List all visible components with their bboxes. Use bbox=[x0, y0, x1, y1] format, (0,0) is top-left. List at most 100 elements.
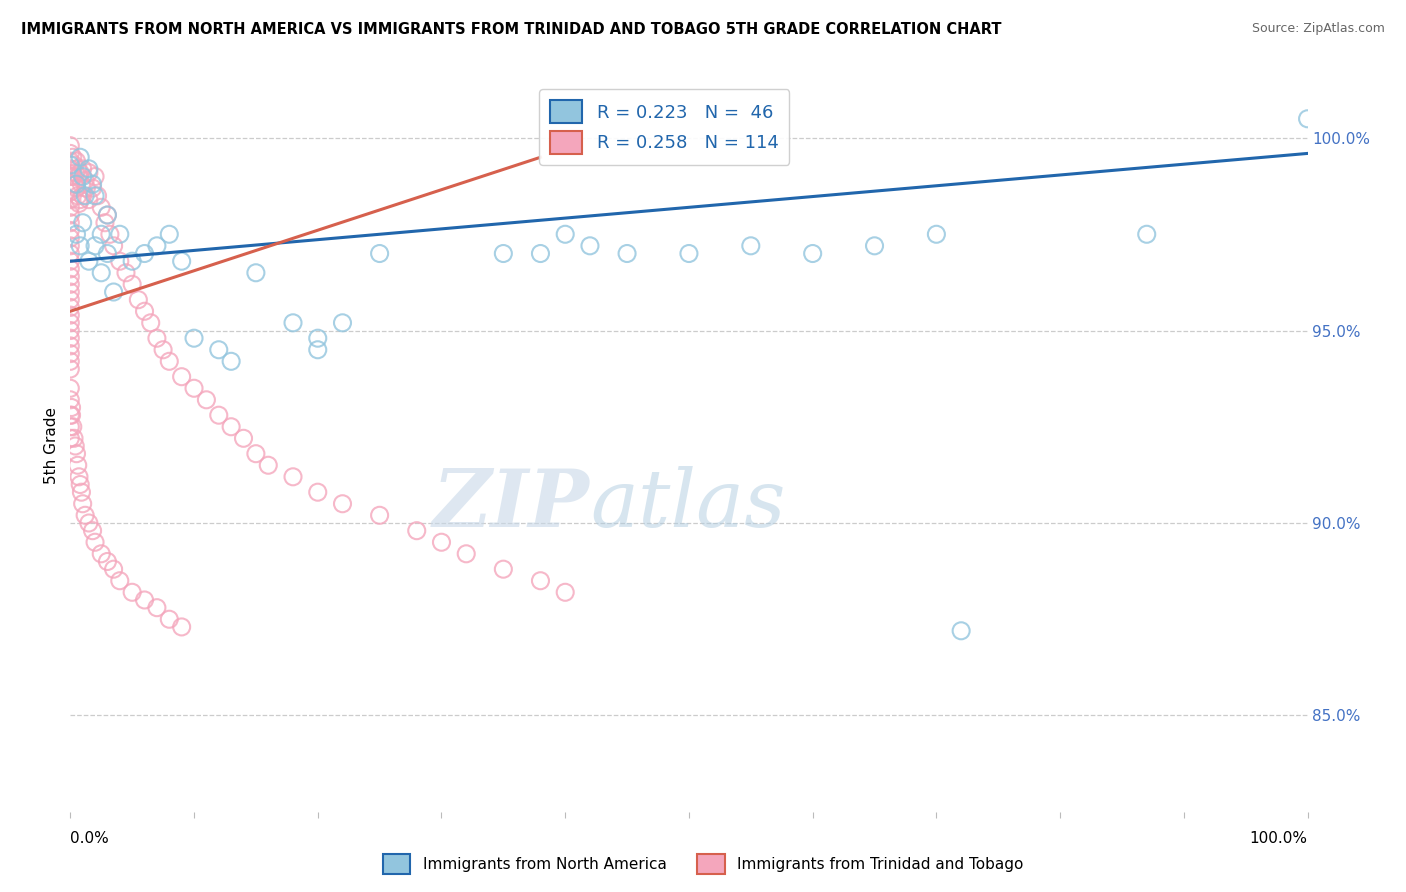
Point bbox=[59, 316, 82, 330]
Point bbox=[579, 239, 602, 253]
Point bbox=[84, 169, 107, 184]
Point bbox=[65, 227, 87, 242]
Point bbox=[77, 161, 100, 176]
Point bbox=[65, 154, 87, 169]
Point bbox=[146, 331, 169, 345]
Text: IMMIGRANTS FROM NORTH AMERICA VS IMMIGRANTS FROM TRINIDAD AND TOBAGO 5TH GRADE C: IMMIGRANTS FROM NORTH AMERICA VS IMMIGRA… bbox=[21, 22, 1001, 37]
Point bbox=[170, 620, 193, 634]
Point bbox=[157, 612, 180, 626]
Point bbox=[121, 254, 143, 268]
Point bbox=[90, 227, 112, 242]
Point bbox=[332, 316, 354, 330]
Point bbox=[59, 301, 82, 315]
Point bbox=[616, 246, 638, 260]
Point bbox=[59, 419, 82, 434]
Point bbox=[59, 254, 82, 268]
Point bbox=[139, 316, 162, 330]
Point bbox=[62, 169, 84, 184]
Point bbox=[59, 354, 82, 368]
Point bbox=[1296, 112, 1319, 126]
Point bbox=[59, 293, 82, 307]
Point bbox=[108, 574, 131, 588]
Point bbox=[65, 447, 87, 461]
Legend: Immigrants from North America, Immigrants from Trinidad and Tobago: Immigrants from North America, Immigrant… bbox=[377, 848, 1029, 880]
Point bbox=[59, 223, 82, 237]
Point bbox=[59, 158, 82, 172]
Point bbox=[77, 516, 100, 530]
Point bbox=[77, 193, 100, 207]
Text: Source: ZipAtlas.com: Source: ZipAtlas.com bbox=[1251, 22, 1385, 36]
Point bbox=[332, 497, 354, 511]
Point bbox=[59, 246, 82, 260]
Point bbox=[82, 524, 104, 538]
Point bbox=[96, 208, 118, 222]
Point bbox=[59, 308, 82, 322]
Point bbox=[134, 246, 156, 260]
Point bbox=[70, 178, 93, 192]
Point bbox=[59, 193, 82, 207]
Point bbox=[950, 624, 973, 638]
Text: atlas: atlas bbox=[591, 466, 786, 543]
Point bbox=[82, 181, 104, 195]
Point bbox=[67, 470, 90, 484]
Point bbox=[90, 547, 112, 561]
Point bbox=[59, 154, 82, 169]
Point bbox=[152, 343, 174, 357]
Point bbox=[90, 266, 112, 280]
Point bbox=[72, 216, 94, 230]
Point bbox=[59, 138, 82, 153]
Point bbox=[69, 239, 91, 253]
Point bbox=[59, 239, 82, 253]
Point bbox=[740, 239, 762, 253]
Point bbox=[157, 354, 180, 368]
Point bbox=[59, 261, 82, 276]
Point bbox=[405, 524, 427, 538]
Point bbox=[127, 293, 149, 307]
Point bbox=[157, 227, 180, 242]
Point bbox=[219, 354, 242, 368]
Point bbox=[183, 381, 205, 395]
Point bbox=[115, 266, 138, 280]
Point bbox=[146, 600, 169, 615]
Point bbox=[75, 188, 97, 202]
Point bbox=[307, 485, 329, 500]
Point bbox=[67, 196, 90, 211]
Point bbox=[69, 477, 91, 491]
Point bbox=[59, 331, 82, 345]
Point bbox=[529, 246, 551, 260]
Point bbox=[82, 178, 104, 192]
Point bbox=[245, 447, 267, 461]
Point bbox=[72, 169, 94, 184]
Point bbox=[72, 497, 94, 511]
Point bbox=[307, 343, 329, 357]
Point bbox=[59, 431, 82, 445]
Point bbox=[69, 193, 91, 207]
Point bbox=[75, 173, 97, 187]
Point bbox=[59, 216, 82, 230]
Point bbox=[554, 585, 576, 599]
Point bbox=[67, 169, 90, 184]
Point bbox=[208, 408, 231, 422]
Point bbox=[86, 188, 108, 202]
Point bbox=[69, 166, 91, 180]
Point bbox=[281, 316, 304, 330]
Point bbox=[60, 401, 83, 415]
Point bbox=[134, 304, 156, 318]
Point bbox=[108, 227, 131, 242]
Point bbox=[84, 188, 107, 202]
Point bbox=[59, 285, 82, 299]
Point bbox=[368, 246, 391, 260]
Point bbox=[75, 508, 97, 523]
Point bbox=[66, 161, 89, 176]
Point bbox=[59, 277, 82, 292]
Point bbox=[307, 331, 329, 345]
Point bbox=[59, 362, 82, 376]
Point bbox=[65, 181, 87, 195]
Point bbox=[84, 535, 107, 549]
Point bbox=[98, 227, 121, 242]
Text: 0.0%: 0.0% bbox=[70, 831, 110, 846]
Point bbox=[103, 285, 125, 299]
Text: ZIP: ZIP bbox=[433, 466, 591, 543]
Point bbox=[245, 266, 267, 280]
Point bbox=[66, 458, 89, 473]
